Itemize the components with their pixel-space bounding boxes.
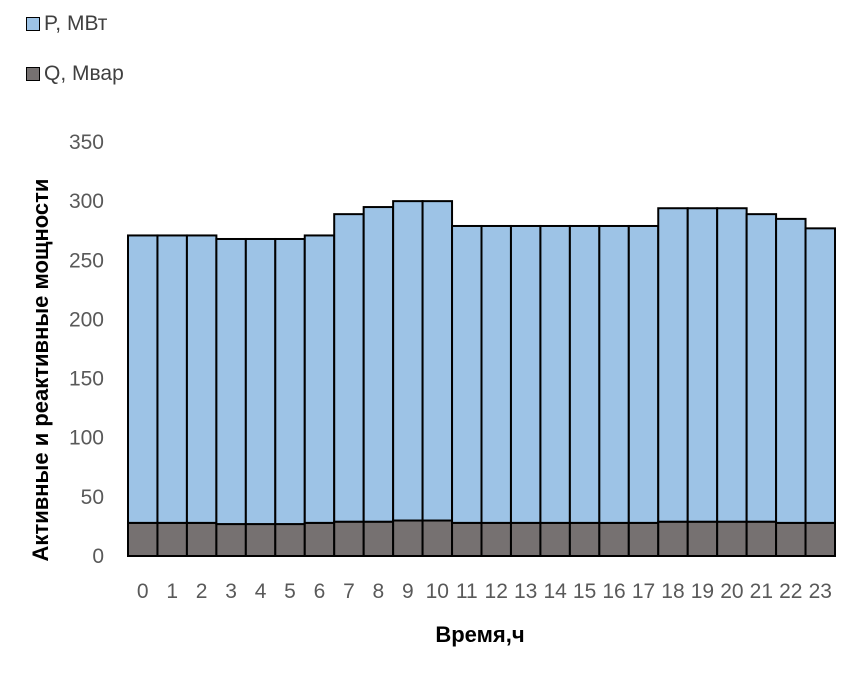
x-tick-label: 11 <box>456 580 478 603</box>
x-tick-label: 15 <box>573 580 596 603</box>
y-tick-labels: 0 50 100 150 200 250 300 350 <box>69 131 104 568</box>
x-tick-label: 5 <box>284 580 296 603</box>
x-tick-label: 4 <box>255 580 267 603</box>
y-tick-label: 50 <box>81 486 104 509</box>
bar-q-8 <box>362 520 395 558</box>
bar-p-23 <box>804 227 836 524</box>
bar-p-20 <box>716 207 748 523</box>
x-tick-label: 1 <box>166 580 178 603</box>
bar-p-17 <box>627 224 660 524</box>
y-axis-title: Активные и реактивные мощности <box>28 179 53 562</box>
bar-q-13 <box>509 521 542 558</box>
bar-p-5 <box>274 237 306 526</box>
bar-p-8 <box>362 206 395 523</box>
x-tick-label: 23 <box>809 580 832 603</box>
bar-p-12 <box>480 224 512 524</box>
bar-q-20 <box>716 520 748 558</box>
bar-p-14 <box>539 224 571 524</box>
bar-q-12 <box>480 521 512 558</box>
x-tick-label: 22 <box>779 580 802 603</box>
bar-p-19 <box>686 207 719 523</box>
x-tick-label: 3 <box>225 580 237 603</box>
legend-swatch-p <box>26 17 40 31</box>
x-tick-label: 9 <box>402 580 414 603</box>
bar-p-16 <box>598 224 630 524</box>
bar-p-4 <box>244 237 277 526</box>
y-tick-label: 150 <box>69 368 104 391</box>
bar-q-23 <box>804 521 836 558</box>
bar-q-5 <box>274 523 306 557</box>
bar-q-6 <box>303 521 336 558</box>
bar-q-2 <box>185 521 218 558</box>
bar-q-15 <box>568 521 601 558</box>
bar-p-9 <box>392 200 424 522</box>
bar-q-0 <box>127 521 159 558</box>
bar-q-11 <box>451 521 483 558</box>
y-tick-label: 0 <box>92 545 104 568</box>
legend-label-q: Q, Мвар <box>44 62 124 85</box>
x-tick-label: 6 <box>314 580 326 603</box>
bar-p-10 <box>421 200 454 522</box>
bar-p-15 <box>568 224 601 524</box>
y-tick-label: 250 <box>69 249 104 272</box>
y-tick-label: 300 <box>69 190 104 213</box>
x-tick-label: 13 <box>514 580 537 603</box>
x-tick-label: 10 <box>426 580 449 603</box>
x-tick-label: 14 <box>543 580 567 603</box>
bar-q-14 <box>539 521 571 558</box>
x-tick-label: 17 <box>632 580 655 603</box>
y-tick-label: 350 <box>69 131 104 154</box>
x-tick-label: 16 <box>602 580 625 603</box>
x-axis-title: Время,ч <box>435 622 524 647</box>
x-tick-label: 7 <box>343 580 355 603</box>
legend-item-p: P, МВт <box>26 12 107 36</box>
bar-q-22 <box>775 521 807 558</box>
bar-p-2 <box>185 234 218 524</box>
bar-p-18 <box>657 207 689 523</box>
x-tick-labels: 0 1 2 3 4 5 6 7 8 9 10 11 12 13 14 15 16 17 18 19 20 21 22 23 <box>137 580 832 603</box>
x-tick-label: 21 <box>750 580 773 603</box>
bar-p-22 <box>775 217 807 524</box>
x-tick-label: 18 <box>661 580 684 603</box>
bar-q-17 <box>627 521 660 558</box>
bar-q-3 <box>215 523 247 557</box>
y-tick-label: 200 <box>69 308 104 331</box>
x-tick-label: 2 <box>196 580 208 603</box>
x-tick-label: 12 <box>485 580 508 603</box>
x-tick-label: 20 <box>720 580 743 603</box>
bars-group <box>127 200 836 558</box>
legend-swatch-q <box>26 67 40 81</box>
bar-p-6 <box>303 234 336 524</box>
bar-q-18 <box>657 520 689 558</box>
bar-q-4 <box>244 523 277 557</box>
x-tick-label: 0 <box>137 580 149 603</box>
bar-q-16 <box>598 521 630 558</box>
legend-label-p: P, МВт <box>44 12 108 35</box>
bar-p-0 <box>127 234 159 524</box>
bar-q-19 <box>686 520 719 558</box>
bar-p-11 <box>451 224 483 524</box>
bar-q-7 <box>333 520 365 558</box>
legend-item-q: Q, Мвар <box>26 62 124 86</box>
bar-q-21 <box>745 520 778 558</box>
bar-p-1 <box>156 234 188 524</box>
x-tick-label: 19 <box>691 580 714 603</box>
bar-p-3 <box>215 237 247 526</box>
x-tick-label: 8 <box>373 580 385 603</box>
bar-q-10 <box>421 519 454 558</box>
bar-p-7 <box>333 213 365 523</box>
bar-p-21 <box>745 213 778 523</box>
y-tick-label: 100 <box>69 427 104 450</box>
bar-q-9 <box>392 519 424 558</box>
bar-q-1 <box>156 521 188 558</box>
bar-p-13 <box>509 224 542 524</box>
